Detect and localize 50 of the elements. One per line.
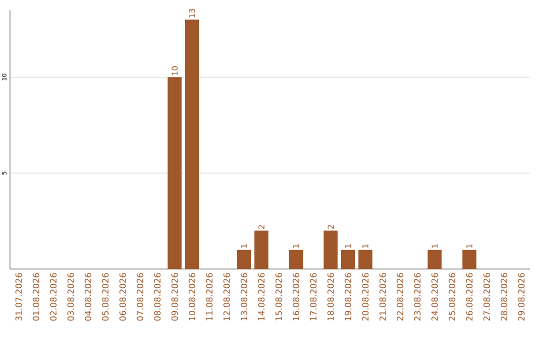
bar [341, 250, 356, 269]
bar [185, 20, 200, 269]
x-tick-label: 03.08.2026 [67, 273, 74, 321]
x-tick-label: 13.08.2026 [240, 273, 248, 320]
x-tick-label: 31.07.2026 [15, 273, 22, 321]
x-tick-label: 20.08.2026 [362, 273, 369, 321]
x-tick-label: 21.08.2026 [379, 273, 386, 321]
x-tick-label: 11.08.2026 [206, 273, 213, 320]
x-tick-label: 23.08.2026 [414, 273, 421, 321]
x-tick-label: 22.08.2026 [396, 273, 404, 321]
x-tick-label: 08.08.2026 [154, 273, 161, 321]
x-tick-label: 12.08.2026 [223, 273, 230, 320]
data-label: 2 [258, 225, 264, 229]
x-tick-label: 09.08.2026 [171, 273, 178, 321]
data-label: 2 [328, 225, 334, 229]
bar [254, 230, 268, 269]
x-tick-label: 17.08.2026 [310, 273, 317, 320]
x-tick-label: 28.08.2026 [500, 273, 508, 321]
bar [462, 250, 476, 269]
bar [428, 250, 442, 269]
x-tick-label: 02.08.2026 [50, 273, 57, 321]
data-label: 1 [293, 244, 299, 248]
x-tick-label: 29.08.2026 [518, 273, 525, 321]
x-tick-label: 18.08.2026 [327, 273, 334, 320]
x-tick-label: 05.08.2026 [102, 273, 109, 321]
bar [289, 250, 304, 269]
bar [168, 77, 182, 269]
data-label: 1 [241, 244, 247, 248]
x-tick-label: 24.08.2026 [431, 273, 438, 321]
data-label: 1 [345, 244, 351, 248]
data-label: 13 [188, 8, 196, 18]
x-tick-label: 07.08.2026 [136, 273, 144, 321]
x-tick-label: 19.08.2026 [344, 273, 352, 320]
x-tick-label: 01.08.2026 [32, 273, 40, 321]
x-tick-label: 06.08.2026 [119, 273, 126, 321]
data-label: 1 [432, 244, 438, 248]
bar [324, 230, 338, 269]
data-label: 1 [362, 244, 368, 248]
data-label: 10 [172, 66, 178, 76]
bar [358, 250, 372, 269]
x-tick-label: 14.08.2026 [258, 273, 265, 320]
x-tick-label: 26.08.2026 [466, 273, 473, 321]
x-tick-label: 15.08.2026 [275, 273, 282, 320]
x-tick-label: 16.08.2026 [292, 273, 300, 320]
x-tick-label: 27.08.2026 [483, 273, 490, 321]
data-label: 1 [466, 244, 472, 248]
x-tick-label: 25.08.2026 [448, 273, 456, 321]
bar [237, 250, 251, 269]
x-tick-label: 04.08.2026 [84, 273, 92, 321]
x-tick-label: 10.08.2026 [188, 273, 196, 320]
